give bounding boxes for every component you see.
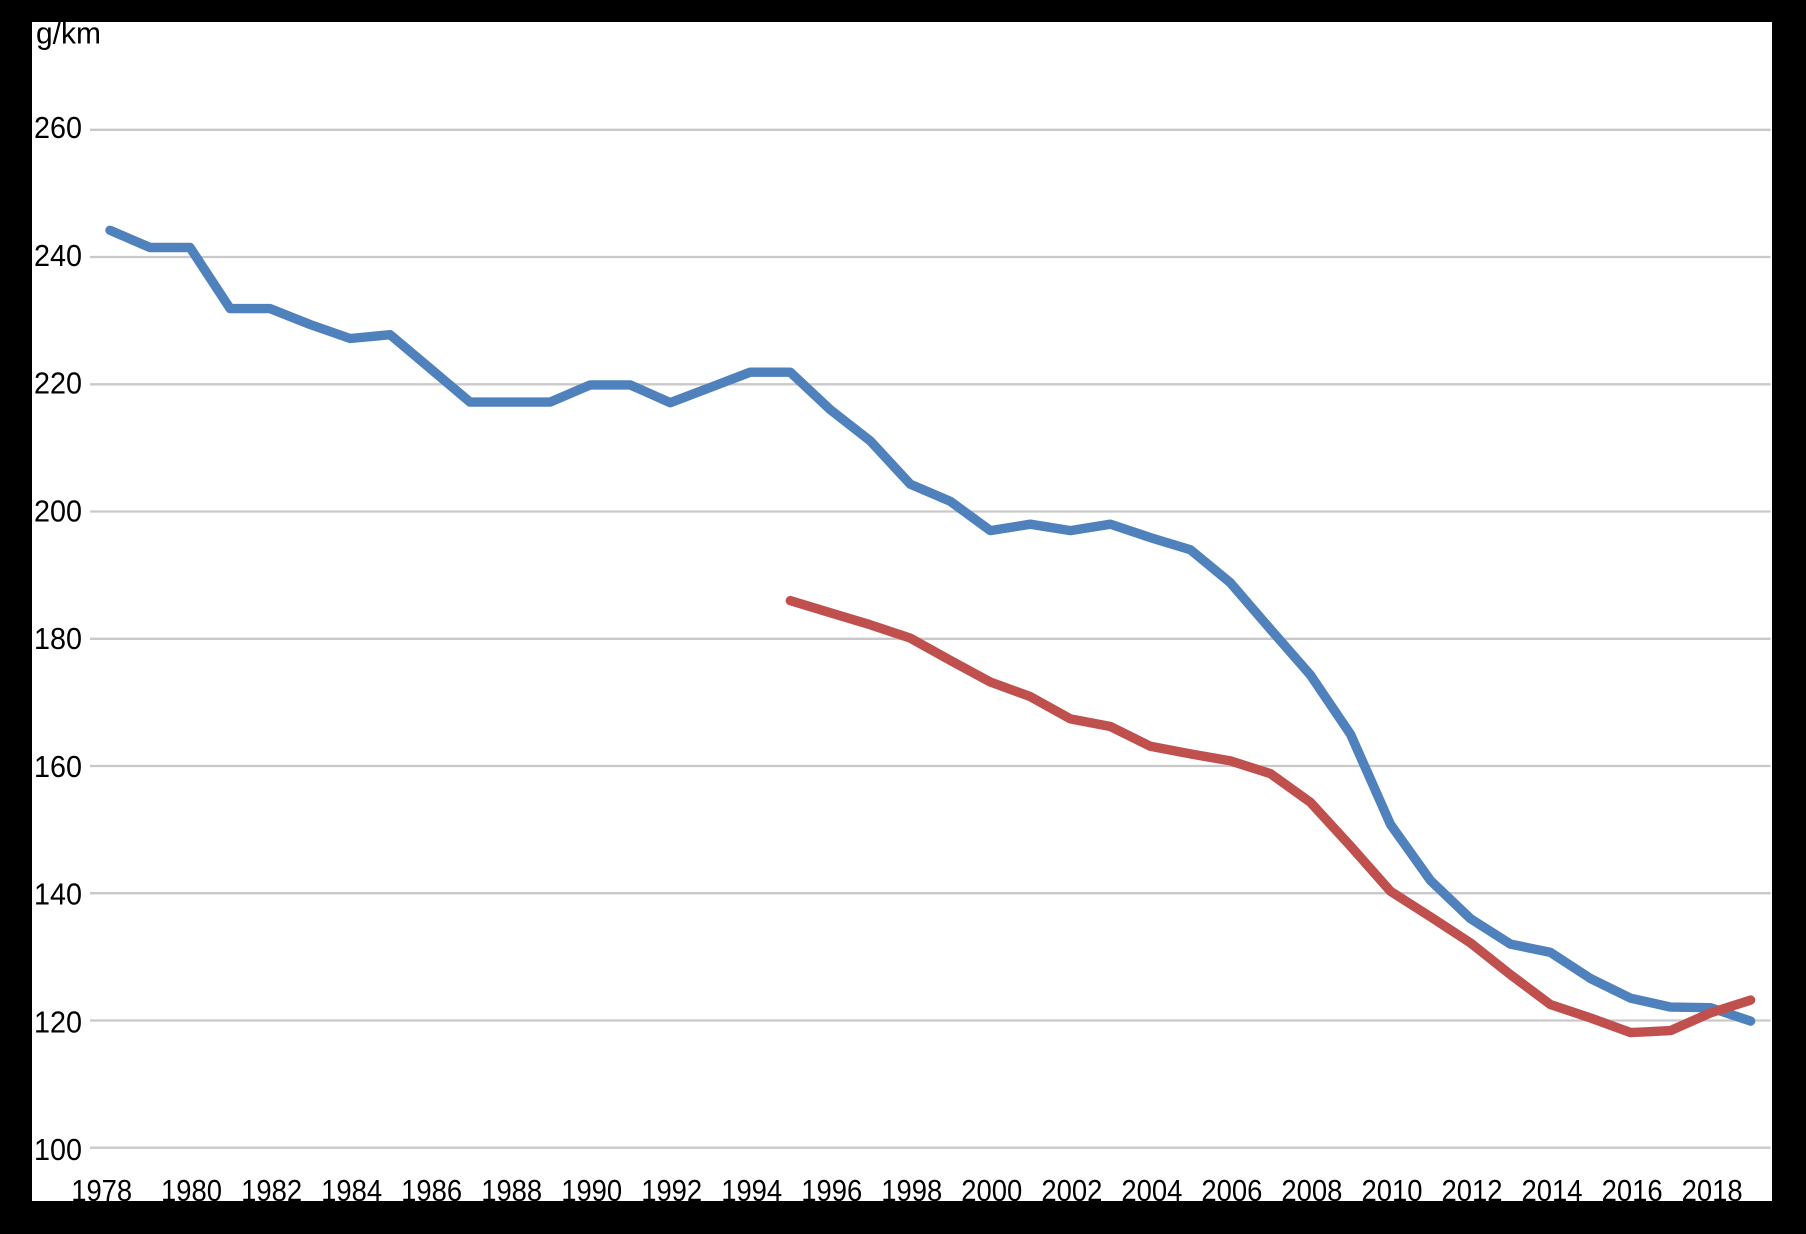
svg-text:1992: 1992 [641,1173,702,1208]
svg-text:120: 120 [34,1004,82,1039]
svg-text:1986: 1986 [401,1173,462,1208]
svg-text:2008: 2008 [1281,1173,1342,1208]
svg-text:1978: 1978 [71,1173,132,1208]
svg-text:1984: 1984 [321,1173,382,1208]
svg-text:2004: 2004 [1121,1173,1182,1208]
svg-text:2006: 2006 [1201,1173,1262,1208]
svg-text:1994: 1994 [721,1173,782,1208]
svg-text:240: 240 [34,238,82,273]
svg-text:2018: 2018 [1682,1173,1743,1208]
svg-text:140: 140 [34,877,82,912]
svg-text:1980: 1980 [161,1173,222,1208]
svg-text:2012: 2012 [1442,1173,1503,1208]
svg-text:1996: 1996 [801,1173,862,1208]
svg-text:160: 160 [34,749,82,784]
svg-text:1998: 1998 [881,1173,942,1208]
svg-text:2002: 2002 [1041,1173,1102,1208]
svg-text:180: 180 [34,621,82,656]
svg-text:260: 260 [34,110,82,145]
svg-text:2016: 2016 [1602,1173,1663,1208]
svg-text:100: 100 [34,1132,82,1167]
svg-text:200: 200 [34,493,82,528]
svg-text:1990: 1990 [561,1173,622,1208]
svg-text:g/km: g/km [36,16,101,51]
svg-text:2014: 2014 [1522,1173,1583,1208]
svg-text:1988: 1988 [481,1173,542,1208]
svg-text:220: 220 [34,366,82,401]
svg-text:1982: 1982 [241,1173,302,1208]
svg-text:2010: 2010 [1362,1173,1423,1208]
svg-text:2000: 2000 [961,1173,1022,1208]
